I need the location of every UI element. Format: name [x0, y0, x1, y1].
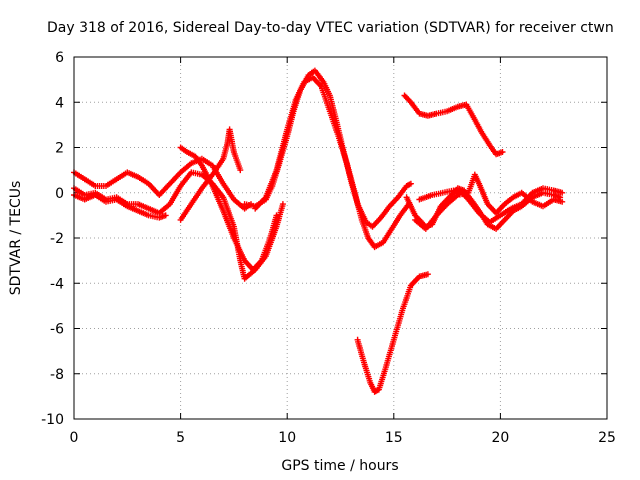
series-track-i	[401, 92, 506, 158]
data-series-layer	[71, 67, 566, 395]
data-markers	[401, 92, 506, 158]
y-tick-label: 2	[55, 141, 64, 157]
y-tick-label: 4	[55, 95, 64, 111]
x-tick-label: 20	[491, 430, 509, 446]
series-track-e	[177, 144, 280, 273]
data-markers	[241, 67, 414, 230]
x-tick-label: 15	[385, 430, 403, 446]
chart-title: Day 318 of 2016, Sidereal Day-to-day VTE…	[47, 20, 614, 36]
data-markers	[71, 192, 169, 221]
axis-ticks: 0 5 10 15 20 25 -10 -8 -6 -4 -2 0 2 4 6	[41, 50, 616, 446]
y-tick-label: -10	[41, 412, 64, 428]
x-tick-label: 25	[598, 430, 616, 446]
data-markers	[177, 144, 280, 273]
y-tick-label: 6	[55, 50, 64, 66]
series-track-k	[412, 171, 566, 232]
data-markers	[354, 271, 431, 395]
x-axis-label: GPS time / hours	[281, 458, 398, 474]
data-markers	[416, 185, 566, 226]
x-tick-label: 10	[278, 430, 296, 446]
y-tick-label: -2	[50, 231, 64, 247]
series-track-h	[354, 271, 431, 395]
x-tick-label: 0	[70, 430, 79, 446]
data-markers	[412, 171, 566, 232]
y-axis-label: SDTVAR / TECUs	[8, 181, 24, 296]
y-tick-label: 0	[55, 186, 64, 202]
y-tick-label: -8	[50, 367, 64, 383]
series-track-l	[416, 185, 566, 226]
y-tick-label: -4	[50, 276, 64, 292]
plot-frame	[73, 56, 608, 420]
grid-lines	[74, 57, 607, 419]
x-tick-label: 5	[176, 430, 185, 446]
series-track-c	[71, 192, 169, 221]
data-markers	[252, 74, 412, 251]
series-track-f	[241, 67, 414, 230]
series-track-g	[252, 74, 412, 251]
y-tick-label: -6	[50, 322, 64, 338]
